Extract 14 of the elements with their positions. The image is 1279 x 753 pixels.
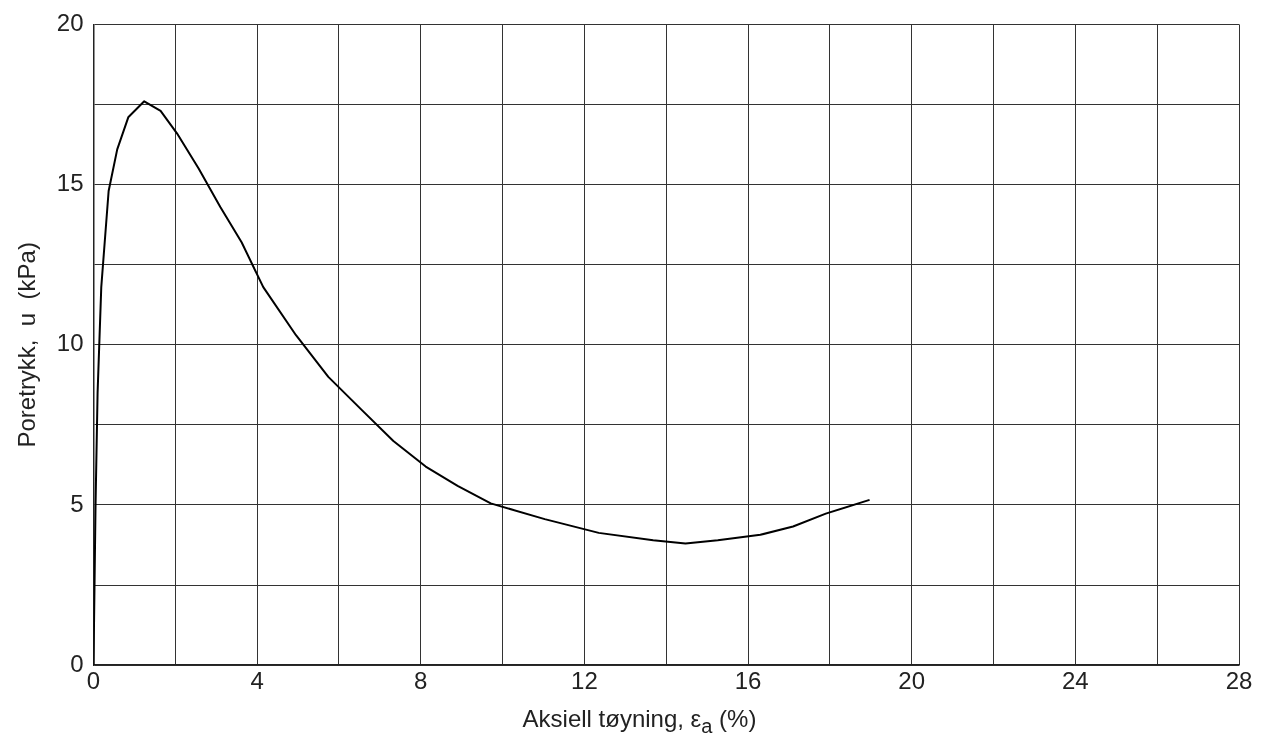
y-tick-label: 20 [56,9,84,37]
x-tick-label: 16 [734,667,762,695]
x-axis-title: Aksiell tøyning, ε$_{a}$ (%) [521,705,758,738]
x-tick-label: 8 [414,667,428,695]
y-tick-label: 15 [56,169,84,197]
y-tick-label: 10 [56,329,84,357]
x-tick-label: 20 [898,667,926,695]
y-tick-label: 5 [70,489,84,517]
y-axis-title: Poretrykk, u (kPa) [13,242,41,448]
x-tick-label: 4 [250,667,264,695]
x-tick-label: 24 [1062,667,1089,695]
y-tick-label: 0 [70,649,84,677]
x-tick-label: 12 [571,667,598,695]
x-tick-label: 28 [1225,667,1253,695]
